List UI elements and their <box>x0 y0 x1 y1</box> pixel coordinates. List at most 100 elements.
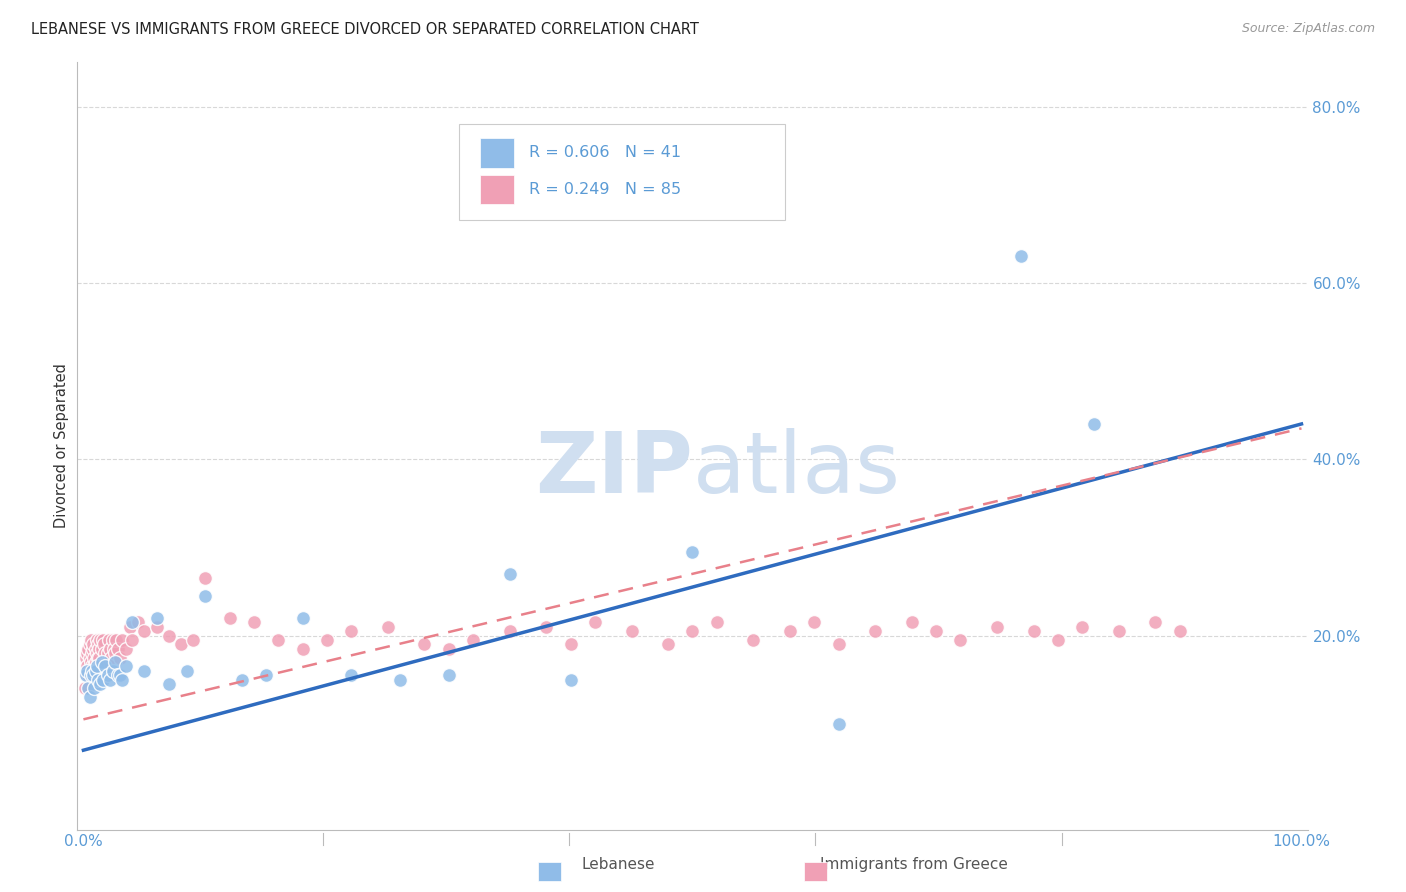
Point <box>98 632 121 647</box>
Point <box>83 659 105 673</box>
Point <box>1046 632 1069 647</box>
Point <box>949 632 972 647</box>
Point <box>90 655 112 669</box>
Point <box>101 632 124 647</box>
Point <box>86 646 108 660</box>
Point <box>83 650 105 665</box>
Point <box>104 646 127 660</box>
Point <box>413 637 436 651</box>
Text: Lebanese: Lebanese <box>582 857 655 872</box>
Point <box>986 620 1008 634</box>
Point <box>340 668 363 682</box>
Point <box>176 664 198 678</box>
Point <box>80 659 103 673</box>
Point <box>682 624 704 639</box>
Point <box>107 641 129 656</box>
Point <box>194 571 217 585</box>
Point <box>463 632 485 647</box>
Point <box>94 659 117 673</box>
Point <box>291 641 314 656</box>
Point <box>121 632 143 647</box>
Point <box>103 641 125 656</box>
Point <box>108 650 131 665</box>
Point <box>181 632 204 647</box>
Point <box>925 624 948 639</box>
Point <box>82 668 104 682</box>
Point <box>1168 624 1191 639</box>
Point <box>863 624 886 639</box>
Point <box>75 668 97 682</box>
Point <box>97 646 120 660</box>
Point <box>111 632 134 647</box>
Point <box>98 641 121 656</box>
Point <box>79 637 101 651</box>
Point <box>118 620 141 634</box>
Point <box>536 620 558 634</box>
Point <box>82 641 104 656</box>
Point <box>87 673 110 687</box>
Point <box>77 668 100 682</box>
Point <box>108 668 131 682</box>
Point <box>91 673 114 687</box>
Point <box>75 650 97 665</box>
FancyBboxPatch shape <box>479 138 515 168</box>
Point <box>1108 624 1130 639</box>
Point <box>657 637 679 651</box>
Point <box>101 664 124 678</box>
Point <box>73 681 96 696</box>
Point <box>79 650 101 665</box>
Point <box>231 673 253 687</box>
Text: R = 0.249   N = 85: R = 0.249 N = 85 <box>529 182 681 197</box>
Point <box>76 659 98 673</box>
Point <box>107 668 129 682</box>
Point <box>77 681 100 696</box>
Point <box>97 668 120 682</box>
Point <box>583 615 606 630</box>
Point <box>827 716 849 731</box>
Point <box>827 637 849 651</box>
Point <box>87 637 110 651</box>
Point <box>75 668 97 682</box>
Point <box>145 611 167 625</box>
Point <box>115 659 138 673</box>
Point <box>105 632 128 647</box>
Point <box>1022 624 1045 639</box>
Point <box>98 673 121 687</box>
Point <box>76 664 98 678</box>
Point <box>80 646 103 660</box>
Point <box>93 637 115 651</box>
Point <box>89 632 111 647</box>
Point <box>104 655 127 669</box>
Point <box>499 624 522 639</box>
Point <box>291 611 314 625</box>
FancyBboxPatch shape <box>458 124 785 219</box>
Point <box>89 641 111 656</box>
Text: LEBANESE VS IMMIGRANTS FROM GREECE DIVORCED OR SEPARATED CORRELATION CHART: LEBANESE VS IMMIGRANTS FROM GREECE DIVOR… <box>31 22 699 37</box>
Point <box>389 673 412 687</box>
Point <box>254 668 277 682</box>
Point <box>620 624 643 639</box>
Text: Immigrants from Greece: Immigrants from Greece <box>820 857 1008 872</box>
Point <box>121 615 143 630</box>
Point <box>82 637 104 651</box>
Point <box>1144 615 1167 630</box>
Point <box>80 632 103 647</box>
Point <box>1010 249 1032 263</box>
Point <box>437 668 460 682</box>
FancyBboxPatch shape <box>479 175 515 204</box>
Point <box>77 641 100 656</box>
Point <box>560 637 582 651</box>
Point <box>86 632 108 647</box>
Point <box>900 615 922 630</box>
Point <box>94 646 117 660</box>
Point <box>84 664 107 678</box>
Point <box>86 659 108 673</box>
Point <box>218 611 240 625</box>
Point <box>90 641 112 656</box>
Point <box>340 624 363 639</box>
Point <box>83 681 105 696</box>
Point <box>111 673 134 687</box>
Point <box>803 615 825 630</box>
Text: atlas: atlas <box>693 427 900 510</box>
Point <box>1083 417 1105 431</box>
